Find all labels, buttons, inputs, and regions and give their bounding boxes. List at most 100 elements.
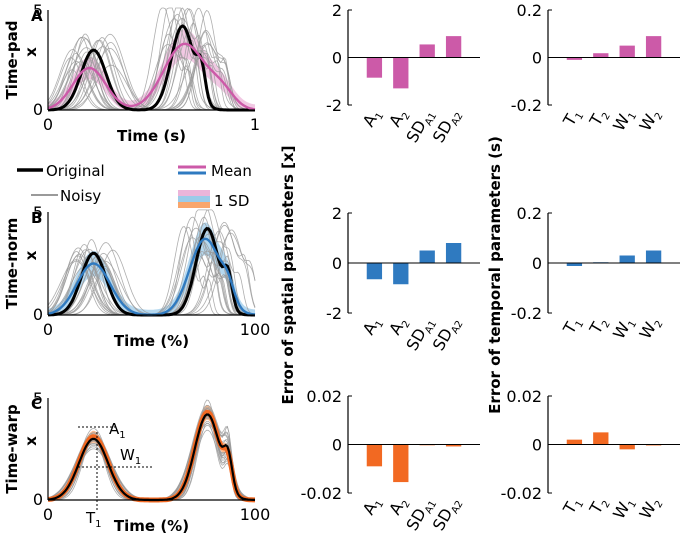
w1-label: W1 xyxy=(120,446,141,467)
y-tick-label: 0 xyxy=(532,49,542,68)
category-subscript: 2 xyxy=(400,319,413,330)
bar xyxy=(566,263,583,266)
y-tick-label: 0 xyxy=(532,436,542,455)
x-axis-label: Time (%) xyxy=(114,517,189,535)
bar xyxy=(619,444,635,450)
y-tick-label: 0 xyxy=(332,436,342,455)
y-tick-label: 0 xyxy=(33,100,43,119)
category-label: SDA2 xyxy=(429,494,466,536)
y-tick-label: 0.02 xyxy=(506,387,542,406)
category-subscript: 1 xyxy=(627,111,640,122)
x-axis-label: Time (s) xyxy=(117,127,186,145)
category-subscript: 1 xyxy=(574,319,587,330)
bar xyxy=(445,36,462,58)
category-subscript: 1 xyxy=(574,111,587,122)
y-axis-label: Time-warp xyxy=(3,404,21,494)
category-subscript: 1 xyxy=(627,319,640,330)
legend-noisy-label: Noisy xyxy=(60,187,101,205)
category-label: SDA2 xyxy=(429,314,466,356)
y-tick-label: 0 xyxy=(332,49,342,68)
y-tick-label: 0.2 xyxy=(517,1,542,20)
y-axis-label: Time-pad xyxy=(3,21,21,100)
category-subscript: 2 xyxy=(653,499,666,510)
category-subscript: 2 xyxy=(400,499,413,510)
bar xyxy=(645,36,662,58)
y-tick-label: -0.02 xyxy=(301,484,342,503)
y-tick-label: 2 xyxy=(332,204,342,223)
legend-sd-swatch-pad xyxy=(178,190,210,196)
y-tick-label: 5 xyxy=(33,1,43,20)
category-subscript: 1 xyxy=(374,111,387,122)
legend-sd-label: 1 SD xyxy=(214,192,249,210)
bar xyxy=(445,444,462,447)
bar xyxy=(393,57,409,89)
category-label: T1 xyxy=(559,314,587,340)
legend-sd-swatch-warp xyxy=(178,202,210,208)
bar xyxy=(566,57,583,60)
category-subscript: 1 xyxy=(627,499,640,510)
category-label: A1 xyxy=(359,106,387,132)
bar xyxy=(366,263,383,280)
category-label: W1 xyxy=(609,494,639,524)
category-label: W2 xyxy=(636,494,666,524)
legend-sd-swatch-norm xyxy=(178,196,210,202)
category-subscript: 1 xyxy=(574,499,587,510)
bar xyxy=(619,45,635,58)
category-subscript: 2 xyxy=(600,319,613,330)
mean-line-C xyxy=(47,409,255,503)
a1-label: A1 xyxy=(109,420,126,441)
bar xyxy=(366,57,383,78)
bar xyxy=(445,243,462,263)
category-label: A1 xyxy=(359,494,387,520)
bar xyxy=(619,255,635,263)
bar xyxy=(366,444,383,467)
x-axis-label: Time (%) xyxy=(114,332,189,350)
legend: Original Mean Noisy 1 SD xyxy=(17,162,252,210)
panel-label: A xyxy=(31,7,43,25)
x-tick-label: 0 xyxy=(43,320,53,339)
x-tick-label: 0 xyxy=(43,505,53,524)
bar xyxy=(419,250,435,263)
bar xyxy=(645,250,662,263)
bar xyxy=(566,439,583,445)
category-label: W1 xyxy=(609,106,639,136)
y-var-label: x xyxy=(22,250,40,260)
bar xyxy=(593,53,609,58)
category-label: W2 xyxy=(636,314,666,344)
temporal-error-axis-label: Error of temporal parameters (s) xyxy=(486,136,504,414)
category-subscript: A2 xyxy=(450,111,466,128)
y-tick-label: 0 xyxy=(332,254,342,273)
y-tick-label: 0.2 xyxy=(517,204,542,223)
panel-c-annotations: A1 W1 T1 xyxy=(78,420,152,530)
y-var-label: x xyxy=(22,436,40,446)
category-label: W1 xyxy=(609,314,639,344)
x-tick-label: 100 xyxy=(240,505,271,524)
category-label: T1 xyxy=(559,494,587,520)
category-subscript: 2 xyxy=(600,111,613,122)
bar xyxy=(393,263,409,285)
category-subscript: 2 xyxy=(400,111,413,122)
category-subscript: A2 xyxy=(450,319,466,336)
category-subscript: 2 xyxy=(653,111,666,122)
y-tick-label: -0.2 xyxy=(511,96,542,115)
line-panel-A: 0 5 0 1 Time (s) A Time-pad x xyxy=(3,1,260,145)
y-tick-label: -0.2 xyxy=(511,304,542,323)
sd-band-A xyxy=(48,29,255,111)
spatial-error-axis-label: Error of spatial parameters [x] xyxy=(279,145,297,404)
x-tick-label: 0 xyxy=(43,115,53,134)
x-tick-label: 100 xyxy=(240,320,271,339)
category-subscript: 1 xyxy=(374,319,387,330)
panel-label: B xyxy=(31,209,42,227)
category-subscript: 1 xyxy=(374,499,387,510)
t1-label: T1 xyxy=(85,509,102,530)
bar xyxy=(593,432,609,445)
category-label: T2 xyxy=(585,314,613,340)
